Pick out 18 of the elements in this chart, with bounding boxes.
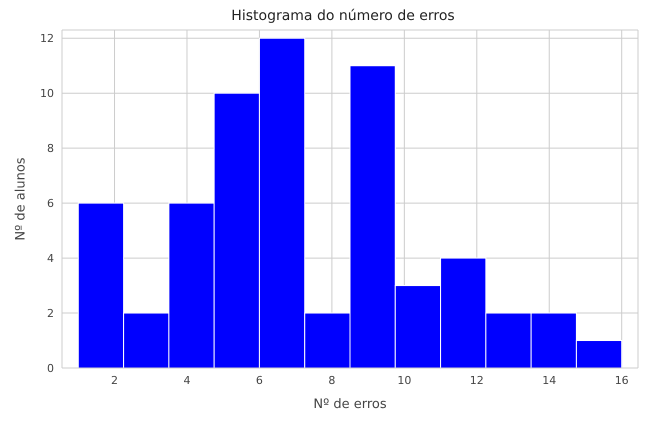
x-tick-label: 8 [328,374,336,387]
y-axis-title: Nº de alunos [14,157,29,241]
x-tick-label: 4 [183,374,190,387]
chart-title: Histograma do número de erros [230,8,456,24]
x-tick-label: 10 [397,374,412,387]
x-tick-label: 2 [111,374,118,387]
y-tick-label: 12 [40,32,54,46]
y-tick-label: 10 [40,87,54,100]
x-tick-label: 6 [256,374,263,387]
x-tick-label: 12 [470,374,484,387]
y-tick-label: 8 [47,142,54,156]
y-tick-label: 4 [47,252,54,265]
x-tick-label: 14 [542,374,556,387]
y-tick-label: 0 [47,362,54,375]
x-axis-title: Nº de erros [313,397,387,412]
y-tick-label: 6 [47,197,54,210]
x-tick-label: 16 [614,374,629,387]
y-tick-label: 2 [47,306,54,320]
